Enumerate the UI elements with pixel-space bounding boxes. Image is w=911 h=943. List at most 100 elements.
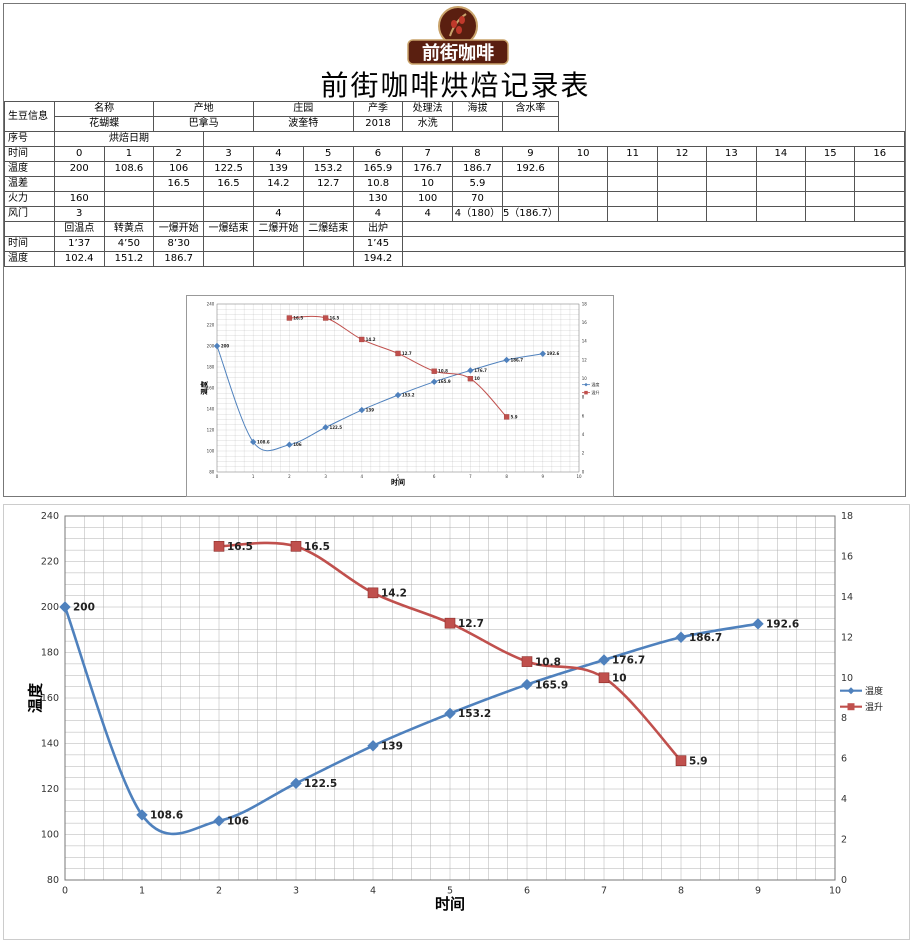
y-tick-label: 100 [41, 830, 59, 841]
damper-cell-0: 3 [53, 206, 105, 222]
event-temp-0: 102.4 [53, 251, 105, 267]
rise-point [322, 315, 329, 321]
info-header-6: 含水率 [501, 101, 559, 117]
roast-chart-large: 8010012014016018020022024002468101214161… [26, 511, 883, 913]
x-tick-label: 8 [505, 474, 508, 479]
temp-point [136, 809, 148, 821]
y-tick-label: 80 [209, 469, 215, 474]
rise-cell-15 [805, 176, 856, 192]
damper-cell-10 [557, 206, 609, 222]
data-label: 108.6 [150, 810, 183, 822]
data-label: 5.9 [689, 755, 708, 767]
y-tick-label: 120 [41, 784, 59, 795]
x-tick-label: 3 [324, 474, 327, 479]
temp-cell-5: 153.2 [302, 161, 354, 177]
data-label: 176.7 [612, 655, 645, 667]
temp-cell-14 [755, 161, 807, 177]
data-label: 165.9 [535, 679, 568, 691]
y2-tick-label: 2 [841, 835, 847, 846]
event-time-label: 时间 [4, 236, 55, 252]
time-cell-12: 12 [656, 146, 708, 162]
y-axis-title: 温度 [26, 682, 44, 713]
data-label: 200 [221, 343, 230, 348]
event-time-2: 8’30 [153, 236, 205, 252]
data-label: 153.2 [402, 393, 415, 398]
y-tick-label: 80 [47, 875, 59, 886]
record-table: 生豆信息 名称 产地 庄园 产季 处理法 海拔 含水率 花蝴蝶 巴拿马 波奎特 2018 水洗 序号 烘焙日… [4, 101, 905, 267]
x-tick-label: 8 [678, 886, 684, 897]
data-label: 139 [366, 407, 375, 412]
temp-cell-4: 139 [252, 161, 304, 177]
page-title: 前街咖啡烘焙记录表 [320, 69, 591, 102]
info-value-3: 2018 [352, 116, 404, 132]
rise-cell-4: 14.2 [252, 176, 304, 192]
damper-cell-12 [656, 206, 708, 222]
event-time-3 [203, 236, 254, 252]
temp-cell-6: 165.9 [352, 161, 404, 177]
rise-label: 温差 [4, 176, 55, 192]
x-tick-label: 7 [601, 886, 607, 897]
y-tick-label: 240 [207, 301, 215, 306]
y-axis-title: 温度 [200, 380, 209, 395]
temp-point [444, 707, 456, 720]
y-tick-label: 200 [207, 343, 215, 348]
damper-cell-1 [103, 206, 155, 222]
time-cell-13: 13 [706, 146, 757, 162]
temp-label: 温度 [4, 161, 55, 177]
y-tick-label: 100 [207, 448, 215, 453]
fire-cell-14 [755, 191, 807, 207]
rise-point [521, 656, 533, 667]
large-chart-frame: 80 100 120 140 160 180 200 220 240 0 2 4 6 8 10 12 14 16 1… [3, 504, 910, 940]
damper-cell-7: 4 [402, 206, 453, 222]
temp-point [394, 391, 402, 399]
rise-point [395, 350, 401, 357]
fire-cell-3 [203, 191, 254, 207]
y-tick-label: 220 [207, 322, 215, 327]
event-corner [4, 221, 55, 237]
temp-cell-3: 122.5 [203, 161, 254, 177]
event-time-6: 1’45 [352, 236, 404, 252]
y2-tick-label: 14 [582, 339, 588, 344]
y2-tick-label: 16 [582, 320, 588, 325]
x-tick-label: 0 [62, 886, 68, 897]
temp-point [358, 406, 366, 414]
temp-point [521, 678, 533, 691]
data-label: 165.9 [438, 379, 451, 384]
fire-cell-0: 160 [53, 191, 105, 207]
data-label: 186.7 [510, 357, 523, 362]
time-cell-11: 11 [607, 146, 658, 162]
data-label: 122.5 [304, 778, 337, 790]
damper-cell-14 [755, 206, 807, 222]
rise-point [213, 541, 225, 552]
event-temp-1: 151.2 [103, 251, 155, 267]
data-label: 106 [293, 442, 302, 447]
x-tick-label: 5 [447, 886, 453, 897]
small-chart-frame: 80 100 120 140 160 180 200 220 240 0 2 4 6 8 10 12 14 16 1… [186, 295, 614, 497]
y-tick-label: 120 [207, 427, 215, 432]
x-tick-label: 6 [524, 886, 530, 897]
time-cell-8: 8 [452, 146, 503, 162]
plot-area [64, 515, 836, 881]
time-cell-14: 14 [755, 146, 807, 162]
x-tick-label: 0 [216, 474, 219, 479]
x-tick-label: 10 [829, 886, 841, 897]
temp-point [213, 342, 221, 350]
info-label: 生豆信息 [4, 101, 55, 132]
data-label: 12.7 [402, 351, 412, 356]
data-label: 186.7 [689, 632, 722, 644]
y-tick-label: 160 [207, 385, 215, 390]
x-axis-title: 时间 [435, 895, 465, 913]
time-cell-16: 16 [854, 146, 905, 162]
info-header-2: 庄园 [252, 101, 354, 117]
data-label: 10.8 [438, 369, 448, 374]
y-tick-label: 140 [207, 406, 215, 411]
y2-tick-label: 4 [582, 432, 585, 437]
x-tick-label: 9 [542, 474, 545, 479]
data-label: 14.2 [381, 588, 407, 600]
time-cell-3: 3 [203, 146, 254, 162]
rise-cell-1 [103, 176, 155, 192]
time-label: 时间 [4, 146, 55, 162]
temp-cell-8: 186.7 [452, 161, 503, 177]
temp-cell-7: 176.7 [402, 161, 453, 177]
rise-point [290, 541, 302, 552]
